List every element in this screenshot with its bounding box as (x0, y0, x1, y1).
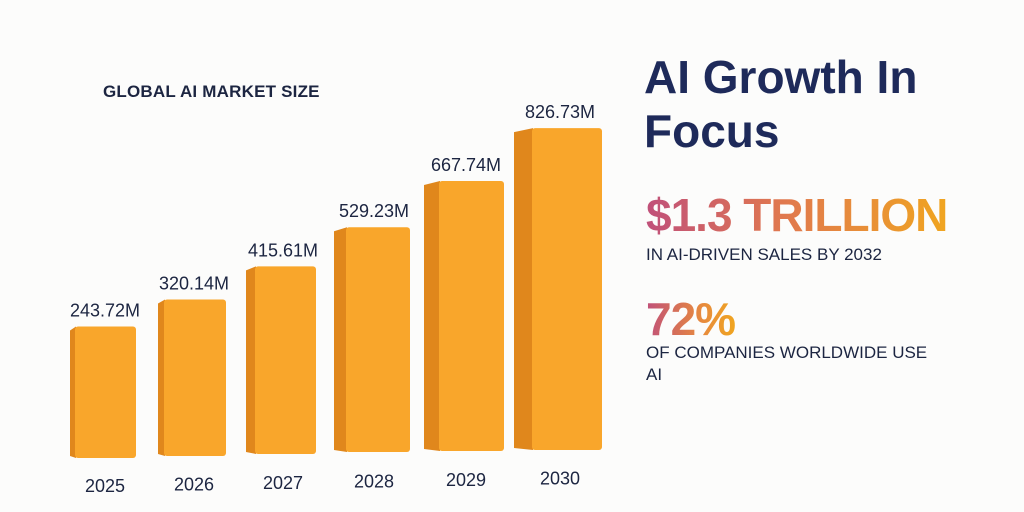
x-tick-label: 2026 (174, 475, 214, 495)
x-tick-label: 2028 (354, 472, 394, 492)
stat-percent-value: 72% (646, 293, 736, 345)
data-label: 243.72M (70, 300, 140, 320)
bar-side (334, 227, 347, 452)
bar-2026 (158, 299, 226, 456)
bar-face (439, 181, 504, 452)
bar-face (255, 266, 316, 454)
bar-side (514, 128, 533, 450)
bar-2030 (514, 128, 602, 450)
bar-side (158, 299, 165, 456)
data-label: 826.73M (525, 102, 595, 122)
bar-side (70, 326, 76, 458)
bar-face (346, 227, 410, 452)
stat-percent-caption: OF COMPANIES WORLDWIDE USE AI (646, 343, 928, 384)
x-tick-label: 2025 (85, 476, 125, 496)
x-tick-label: 2030 (540, 469, 580, 489)
data-label: 529.23M (339, 201, 409, 221)
bar-2025 (70, 326, 136, 458)
bar-chart: 243.72M 2025 320.14M 2026 415.61M 2027 529.23M… (70, 102, 602, 496)
x-tick-label: 2029 (446, 470, 486, 490)
x-tick-label: 2027 (263, 473, 303, 493)
bar-face (75, 326, 136, 458)
bar-face (532, 128, 602, 450)
bar-side (246, 266, 256, 454)
headline: AI Growth In Focus (644, 51, 918, 157)
data-label: 320.14M (159, 273, 229, 293)
chart-title: GLOBAL AI MARKET SIZE (103, 82, 320, 101)
stat-trillion-caption: IN AI-DRIVEN SALES BY 2032 (646, 245, 882, 264)
stat-trillion-value: $1.3 TRILLION (646, 189, 948, 241)
data-label: 667.74M (431, 155, 501, 175)
bar-2028 (334, 227, 410, 452)
bar-face (164, 299, 226, 456)
bar-2029 (424, 181, 504, 452)
bar-2027 (246, 266, 316, 454)
data-label: 415.61M (248, 240, 318, 260)
bar-side (424, 181, 440, 452)
